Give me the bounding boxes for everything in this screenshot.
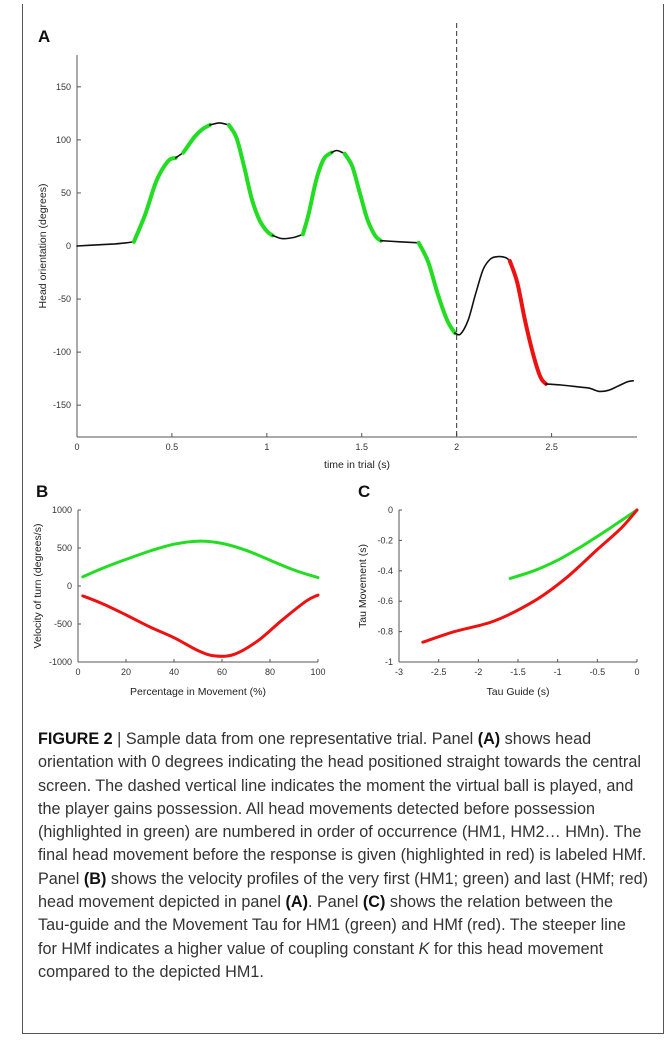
chart-c-y-tick-label: -0.4 [377, 566, 393, 576]
caption-text-2: shows head orientation with 0 degrees in… [38, 730, 647, 888]
chart-a-series-green-7 [300, 150, 334, 237]
chart-b-y-tick-label: -500 [54, 619, 72, 629]
chart-a: 0 0.5 1 1.5 2 2.5 -150 -100 -50 0 50 100 150 time in … [37, 23, 637, 471]
chart-c-x-tick-label: 0 [634, 667, 639, 677]
chart-b-y-tick-label: 1000 [52, 505, 72, 515]
chart-a-x-axis-label: time in trial (s) [324, 459, 390, 471]
chart-c-y-tick-label: 0 [388, 505, 393, 515]
chart-c-series-green-0 [508, 508, 639, 580]
caption-text-4: . Panel [307, 893, 363, 912]
chart-b-x-tick-label: 40 [169, 667, 179, 677]
chart-c-x-tick-label: -2.5 [431, 667, 447, 677]
panel-label-c: C [358, 482, 370, 501]
chart-c-x-tick-label: -1 [554, 667, 562, 677]
chart-c-series-red-1 [421, 508, 639, 644]
chart-b-x-tick-label: 20 [121, 667, 131, 677]
panel-label-a: A [38, 27, 50, 46]
figure-frame [22, 4, 664, 1034]
chart-a-y-tick-label: 0 [66, 241, 71, 251]
chart-a-series-black-10 [379, 239, 420, 244]
chart-a-y-tick-label: -100 [53, 347, 71, 357]
chart-a-series-green-3 [181, 123, 212, 155]
chart-b-series-green-0 [81, 539, 320, 580]
caption-panel-ref-a: (A) [477, 730, 501, 748]
chart-b-y-tick-label: 500 [57, 543, 72, 553]
caption-figure-label: FIGURE 2 [38, 730, 113, 748]
chart-a-x-tick-label: 1 [264, 442, 269, 452]
chart-c-y-tick-label: -0.6 [377, 596, 393, 606]
chart-b-x-tick-label: 0 [75, 667, 80, 677]
chart-a-series-black-6 [271, 233, 304, 240]
chart-c-x-tick-label: -3 [395, 667, 403, 677]
caption-separator: | [117, 730, 122, 748]
caption-text-1: Sample data from one representative tria… [121, 730, 478, 748]
chart-a-x-tick-label: 1.5 [355, 442, 368, 452]
chart-b-series-red-1 [81, 593, 320, 658]
chart-c: -3 -2.5 -2 -1.5 -1 -0.5 0 -1 -0.8 -0.6 -0.4 -0.2 0 Ta… [357, 505, 640, 698]
chart-c-x-tick-label: -1.5 [510, 667, 526, 677]
chart-c-y-tick-label: -0.2 [377, 535, 393, 545]
chart-a-series-green-1 [131, 155, 178, 244]
chart-c-y-axis-label: Tau Movement (s) [357, 544, 369, 628]
caption-k-symbol: K [418, 939, 430, 958]
chart-a-series-black-14 [545, 380, 634, 393]
chart-c-x-tick-label: -0.5 [590, 667, 606, 677]
chart-b-x-tick-label: 100 [310, 667, 325, 677]
chart-a-x-tick-label: 2 [454, 442, 459, 452]
chart-b-y-tick-label: -1000 [49, 657, 72, 667]
chart-a-x-tick-label: 2.5 [545, 442, 558, 452]
chart-a-y-tick-label: 50 [61, 188, 71, 198]
figure-caption: FIGURE 2 | Sample data from one represen… [38, 728, 648, 984]
caption-text-6: for this head movement compared to the d… [38, 939, 604, 981]
chart-b: 0 20 40 60 80 100 -1000 -500 0 500 1000 Percentage … [32, 505, 326, 698]
chart-b-x-axis-label: Percentage in Movement (%) [130, 686, 266, 698]
chart-a-series-black-0 [76, 241, 135, 247]
chart-a-series-green-5 [226, 123, 275, 238]
chart-c-x-tick-label: -2 [474, 667, 482, 677]
chart-a-series-green-9 [342, 151, 383, 243]
caption-panel-ref-b: (B) [83, 869, 107, 888]
caption-panel-ref-c: (C) [362, 893, 386, 912]
chart-a-x-tick-label: 0.5 [166, 442, 179, 452]
chart-b-x-tick-label: 60 [217, 667, 227, 677]
chart-a-y-tick-label: 100 [56, 135, 71, 145]
chart-a-series-black-4 [209, 122, 230, 126]
chart-a-y-tick-label: -50 [58, 294, 71, 304]
chart-a-series-green-11 [416, 240, 457, 335]
chart-b-x-tick-label: 80 [265, 667, 275, 677]
chart-a-y-tick-label: -150 [53, 400, 71, 410]
caption-text-5: shows the relation between the Tau-guide… [38, 893, 626, 958]
chart-a-x-tick-label: 0 [74, 442, 79, 452]
chart-b-y-axis-label: Velocity of turn (degrees/s) [32, 524, 44, 649]
chart-c-y-tick-label: -0.8 [377, 627, 393, 637]
chart-b-y-tick-label: 0 [67, 581, 72, 591]
chart-a-series-red-13 [507, 258, 548, 386]
caption-panel-ref-a2: (A) [285, 893, 308, 912]
chart-c-x-axis-label: Tau Guide (s) [486, 686, 549, 698]
chart-a-y-tick-label: 150 [56, 82, 71, 92]
chart-c-y-tick-label: -1 [385, 657, 393, 667]
chart-a-y-axis-label: Head orientation (degrees) [37, 184, 49, 309]
chart-a-series-black-12 [454, 255, 511, 336]
panel-label-b: B [36, 482, 48, 501]
figure-2-graphic: A B C 0 0.5 1 1.5 2 2.5-150-100-50050100150ti… [32, 23, 640, 698]
chart-a-series-black-8 [330, 149, 346, 155]
caption-text-3: shows the velocity profiles of the very … [38, 869, 648, 912]
